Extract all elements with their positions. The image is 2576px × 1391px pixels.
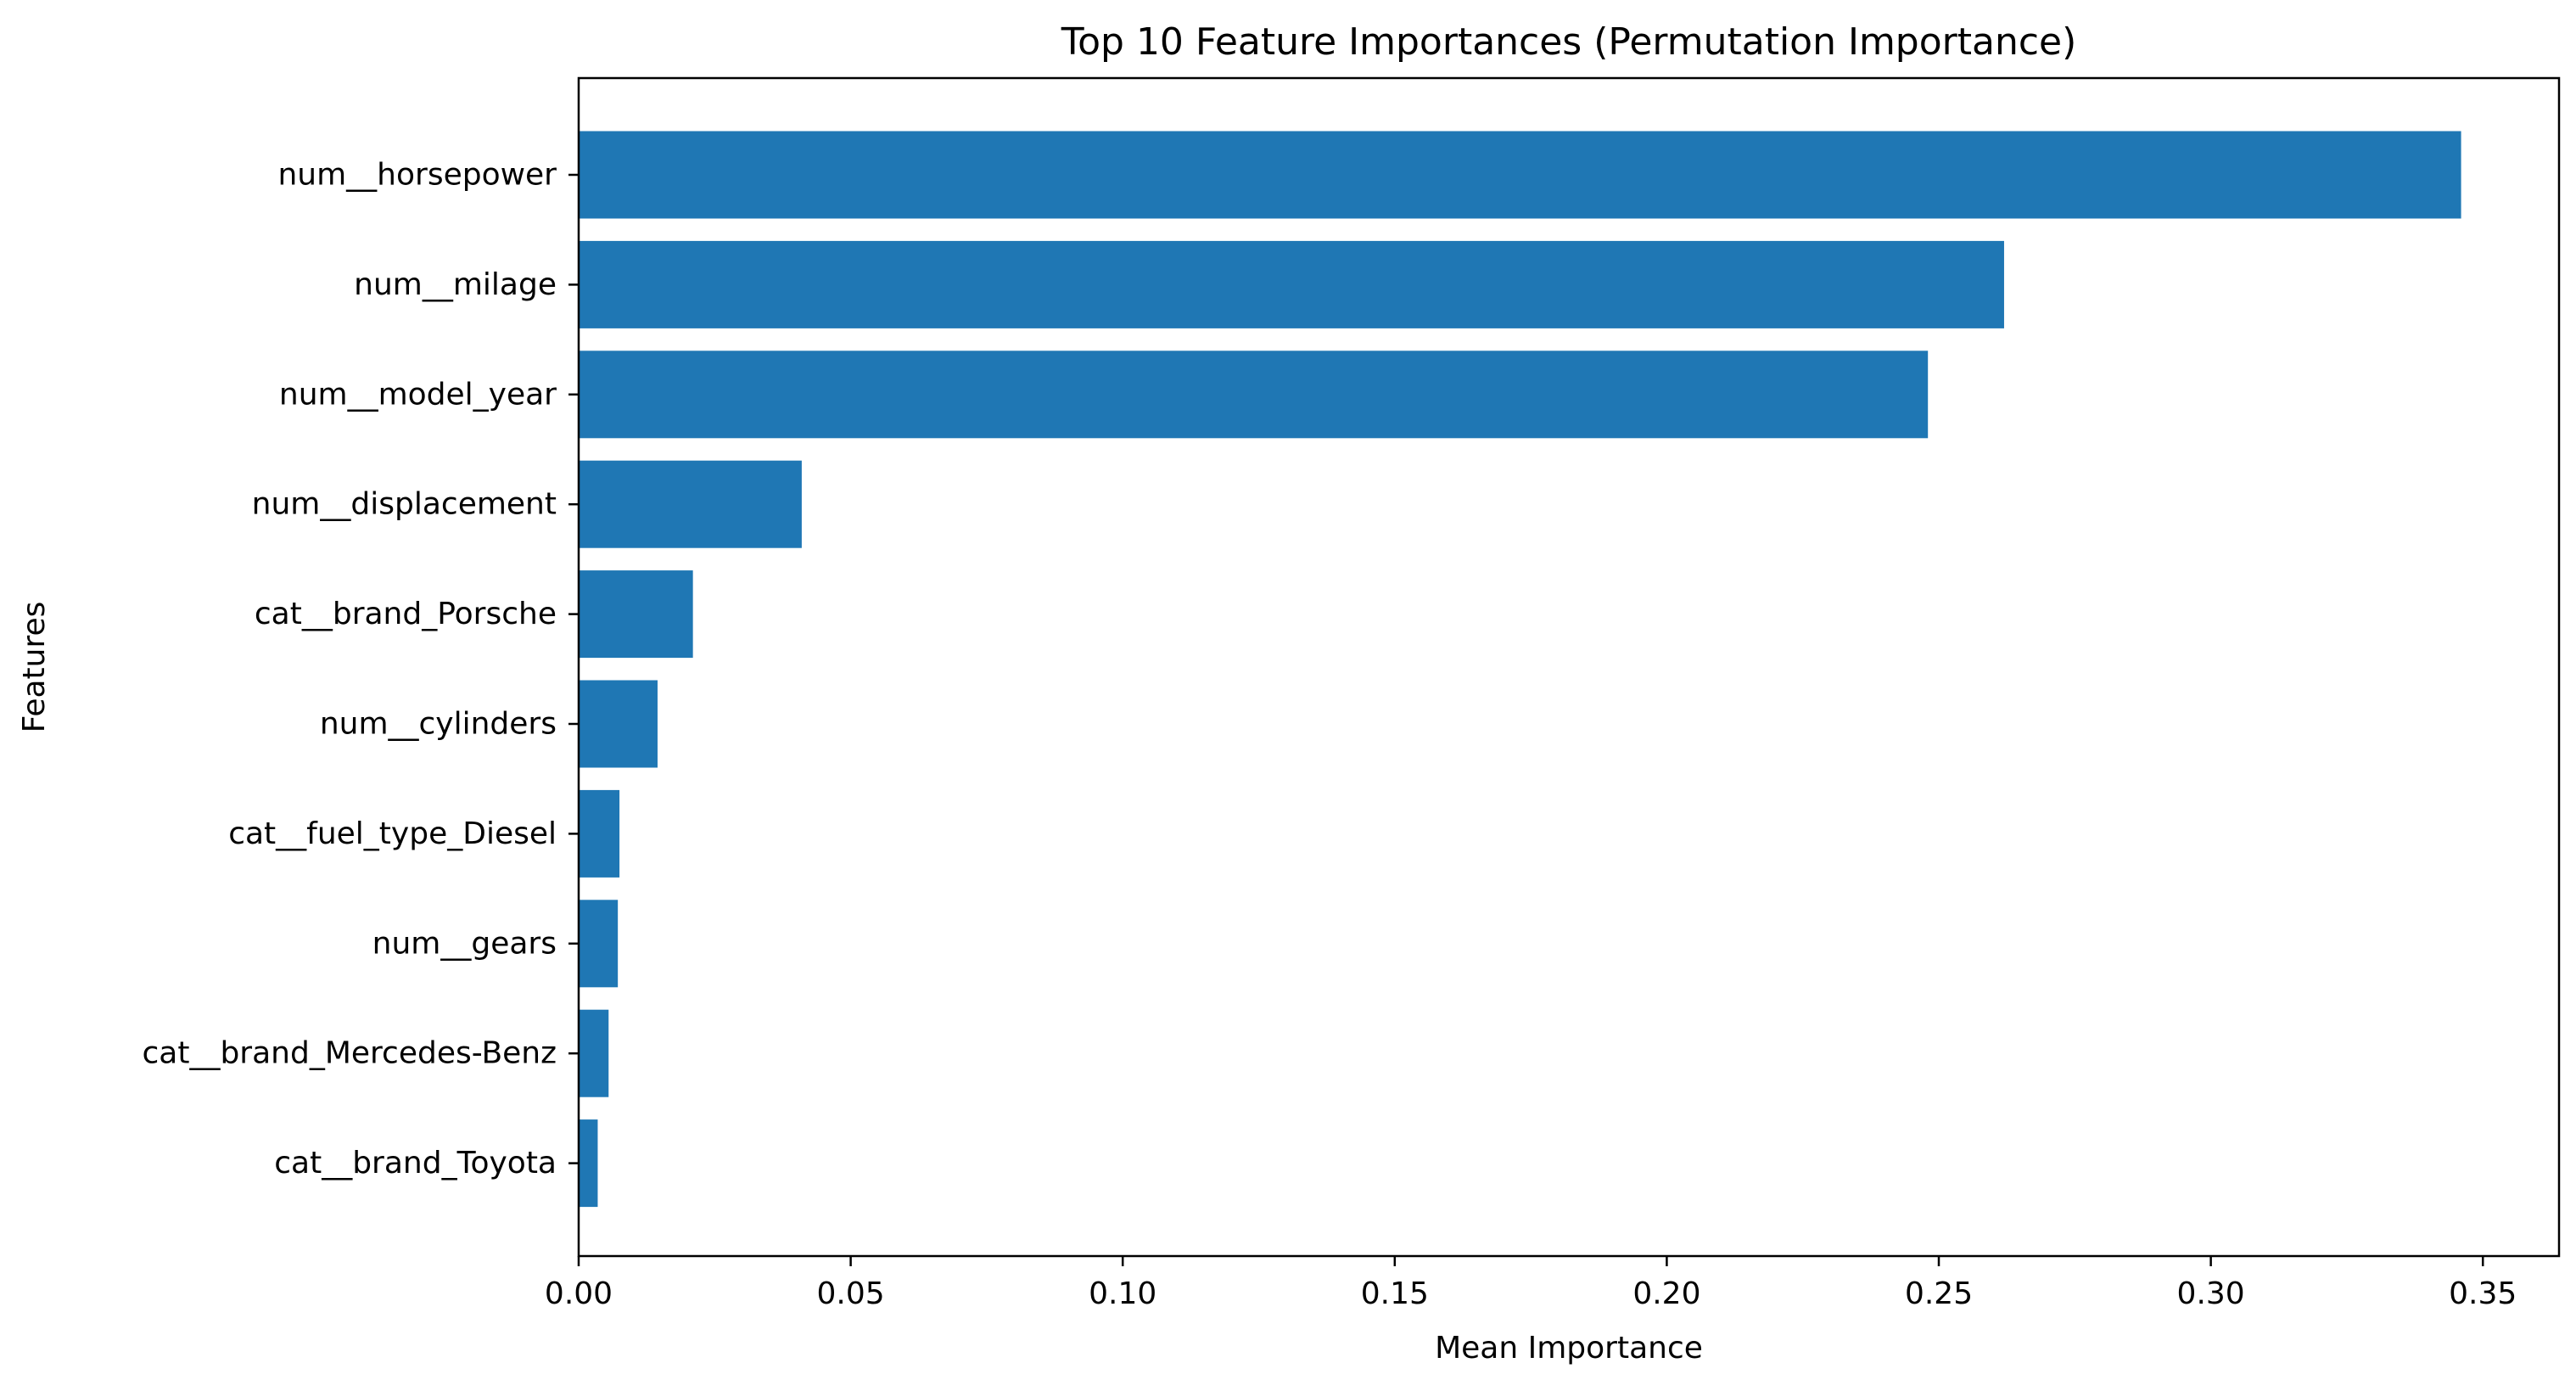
y-tick-label: num__cylinders [320, 707, 557, 742]
x-tick-label: 0.25 [1905, 1276, 1973, 1311]
bar-num__displacement [579, 460, 802, 548]
x-tick-label: 0.30 [2177, 1276, 2245, 1311]
plot-frame [577, 76, 2561, 1258]
y-tick-label: cat__brand_Toyota [274, 1146, 557, 1181]
bar-cat__brand_Porsche [579, 570, 693, 659]
y-tick-label: num__milage [354, 267, 557, 302]
y-tick-label: cat__brand_Porsche [255, 597, 557, 631]
y-ticks-group: num__horsepower num__milage num__model_yea… [142, 158, 579, 1181]
x-tick-label: 0.10 [1089, 1276, 1156, 1311]
bar-cat__brand_Toyota [579, 1119, 598, 1208]
x-axis-label: Mean Importance [1435, 1331, 1703, 1366]
y-tick-label: num__displacement [252, 487, 557, 522]
x-tick-label: 0.05 [817, 1276, 885, 1311]
x-ticks-group: 0.00 0.05 0.10 0.15 0.20 0.25 0.30 0.35 [545, 1256, 2517, 1311]
bar-cat__fuel_type_Diesel [579, 789, 620, 878]
x-tick-label: 0.35 [2449, 1276, 2517, 1311]
bar-num__gears [579, 900, 619, 988]
bar-num__milage [579, 240, 2004, 328]
y-tick-label: cat__brand_Mercedes-Benz [142, 1036, 557, 1071]
bar-num__model_year [579, 351, 1929, 439]
chart-title: Top 10 Feature Importances (Permutation … [1061, 20, 2077, 64]
x-tick-label: 0.15 [1361, 1276, 1429, 1311]
bar-cat__brand_Mercedes-Benz [579, 1009, 609, 1097]
y-axis-label: Features [17, 602, 52, 733]
y-tick-label: num__horsepower [277, 158, 557, 193]
bar-num__horsepower [579, 131, 2461, 219]
y-tick-label: num__model_year [279, 377, 557, 412]
x-tick-label: 0.20 [1632, 1276, 1700, 1311]
y-tick-label: num__gears [372, 926, 557, 961]
y-tick-label: cat__fuel_type_Diesel [228, 816, 557, 851]
x-tick-label: 0.00 [545, 1276, 613, 1311]
bar-num__cylinders [579, 680, 658, 768]
bars-group [579, 131, 2461, 1208]
